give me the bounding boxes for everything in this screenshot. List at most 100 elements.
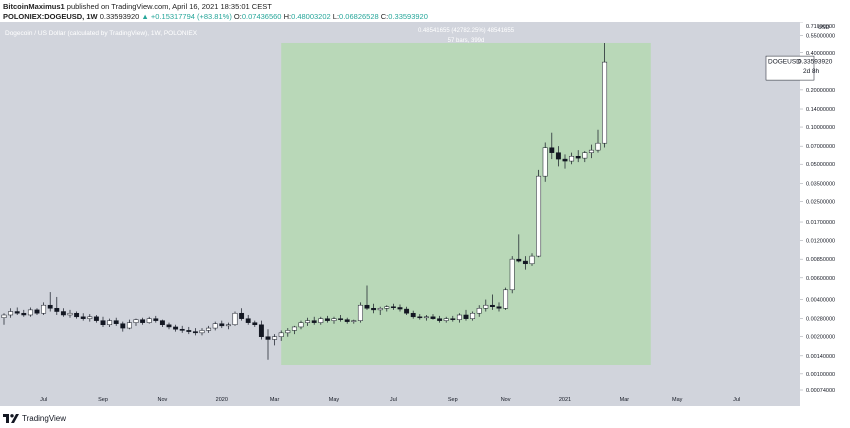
price-axis[interactable]: 0.71000000 0.55000000 0.40000000 0.20000000… — [800, 21, 835, 394]
candle-body — [252, 322, 258, 326]
open-value: 0.07436560 — [241, 12, 282, 21]
candle — [113, 317, 119, 326]
candle — [503, 287, 509, 310]
candle — [595, 129, 601, 153]
candle-body — [166, 324, 172, 328]
candle-body — [311, 320, 317, 323]
candle-body — [1, 314, 7, 318]
candle-body — [27, 309, 33, 316]
candle — [107, 318, 113, 327]
price-tick-label: 0.20000000 — [806, 88, 835, 94]
price-tick-label: 0.00400000 — [806, 298, 835, 304]
candle-body — [41, 304, 47, 314]
candle — [496, 302, 502, 312]
candle — [575, 150, 581, 163]
symbol-name[interactable]: POLONIEX:DOGEUSD, 1W — [3, 12, 98, 21]
range-text-bars: 57 bars, 399d — [448, 38, 485, 44]
candle — [67, 309, 73, 318]
candle — [159, 319, 165, 327]
candle-body — [285, 330, 291, 334]
candlestick-chart[interactable]: Dogecoin / US Dollar (calculated by Trad… — [0, 21, 850, 406]
candle-body — [443, 318, 449, 321]
candle-body — [14, 311, 20, 314]
candle-body — [450, 318, 456, 320]
last-price-value: 0.33593920 — [798, 59, 833, 66]
time-tick-label: Sep — [98, 397, 108, 403]
candle-body — [159, 320, 165, 326]
candle-body — [8, 311, 14, 316]
candle-body — [417, 316, 423, 319]
price-tick-label: 0.00850000 — [806, 257, 835, 263]
price-tick-label: 0.00100000 — [806, 372, 835, 378]
publish-line: BitcoinMaximus1 published on TradingView… — [3, 2, 272, 11]
candle — [430, 314, 436, 320]
candle — [569, 152, 575, 165]
candle — [417, 314, 423, 320]
candle-body — [371, 308, 377, 311]
time-tick-label: May — [329, 397, 340, 403]
time-axis[interactable]: Jul Sep Nov 2020 Mar May Jul Sep Nov 2021 Mar May Ju… — [40, 397, 740, 403]
candle — [14, 307, 20, 315]
candle — [87, 314, 93, 322]
candle — [311, 316, 317, 325]
candle — [133, 318, 139, 326]
candle-body — [509, 258, 515, 291]
candle — [291, 325, 297, 335]
candle-body — [206, 327, 212, 331]
candle — [252, 320, 258, 327]
price-tick-label: 0.00200000 — [806, 335, 835, 341]
candle — [173, 324, 179, 332]
candle — [285, 328, 291, 337]
candle — [602, 42, 608, 148]
candle — [351, 319, 357, 324]
candle — [529, 253, 535, 266]
candle — [463, 309, 469, 321]
candle — [555, 146, 561, 167]
price-tick-label: 0.00600000 — [806, 276, 835, 282]
price-tick-label: 0.00140000 — [806, 354, 835, 360]
candle-body — [219, 323, 225, 327]
author-name[interactable]: BitcoinMaximus1 — [3, 2, 65, 11]
candle — [371, 303, 377, 314]
candle — [549, 132, 555, 160]
candle-body — [318, 318, 324, 323]
candle — [305, 317, 311, 326]
candle — [404, 306, 410, 315]
candle — [245, 314, 251, 325]
time-tick-label: Jul — [390, 397, 397, 403]
candle — [318, 316, 324, 325]
candle-body — [87, 316, 93, 319]
candle-body — [34, 309, 40, 314]
candle — [80, 313, 86, 321]
candle-body — [377, 308, 383, 311]
range-text-change: 0.48541655 (42782.25%) 48541655 — [418, 28, 515, 34]
chart-area[interactable]: Dogecoin / US Dollar (calculated by Trad… — [0, 21, 850, 406]
candle-body — [173, 326, 179, 330]
candle — [166, 322, 172, 330]
candle-body — [331, 318, 337, 321]
candle-body — [245, 318, 251, 323]
candle-body — [298, 322, 304, 328]
candle — [443, 316, 449, 323]
candle-body — [463, 314, 469, 319]
candle-body — [595, 142, 601, 151]
time-tick-label: 2021 — [559, 397, 571, 403]
price-axis-unit: USD — [818, 25, 830, 31]
candle-body — [60, 311, 66, 316]
last-price-tag: DOGEUSD 0.33593920 2d 8h — [765, 55, 833, 81]
high-label: H: — [283, 12, 292, 21]
candle-body — [107, 320, 113, 326]
candle-body — [542, 147, 548, 177]
candle-body — [186, 330, 192, 332]
candle-body — [258, 324, 264, 337]
candle — [509, 256, 515, 294]
candle — [410, 310, 416, 319]
price-tick-label: 0.05000000 — [806, 162, 835, 168]
time-tick-label: Mar — [270, 397, 280, 403]
candle — [225, 322, 231, 330]
last-price-symbol: DOGEUSD — [768, 59, 801, 66]
price-tick-label: 0.55000000 — [806, 34, 835, 40]
tradingview-logo[interactable]: TradingView — [3, 414, 66, 423]
price-tick-label: 0.00280000 — [806, 317, 835, 323]
candle — [212, 321, 218, 331]
